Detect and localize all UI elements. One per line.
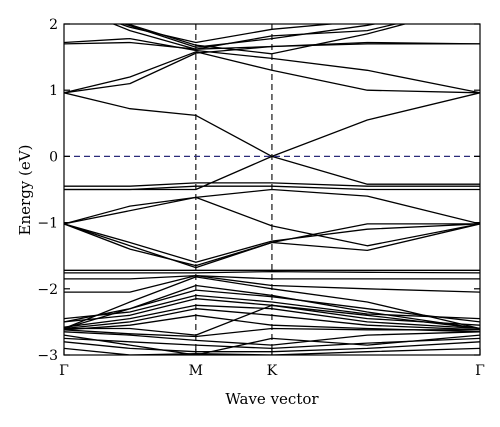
- x-tick-label: M: [189, 363, 203, 379]
- y-axis-ticks: −3 −2 −1 0 1 2: [37, 17, 480, 364]
- band-line-15: [64, 223, 480, 267]
- band-line-21: [64, 274, 480, 293]
- band-line-19: [64, 270, 480, 274]
- x-axis-label: Wave vector: [225, 390, 319, 408]
- band-line-28: [64, 308, 480, 331]
- band-line-13: [64, 188, 480, 225]
- y-axis-label: Energy (eV): [16, 145, 34, 236]
- band-line-10: [64, 182, 480, 187]
- band-line-8: [125, 24, 408, 55]
- band-line-30: [64, 304, 480, 336]
- band-line-34: [64, 341, 480, 353]
- band-line-22: [64, 276, 480, 330]
- y-tick-label: −3: [37, 348, 58, 364]
- band-line-1: [64, 92, 480, 185]
- y-tick-label: 1: [49, 83, 58, 99]
- y-tick-label: 2: [49, 17, 58, 33]
- band-line-7: [118, 24, 338, 44]
- band-line-36: [64, 347, 480, 355]
- band-line-2: [64, 51, 480, 94]
- x-tick-label: Γ: [59, 363, 69, 379]
- x-tick-label: Γ: [475, 363, 485, 379]
- band-line-32: [64, 331, 480, 346]
- y-tick-label: 0: [49, 149, 58, 165]
- band-line-16: [64, 223, 480, 269]
- band-line-5: [64, 37, 480, 94]
- band-line-25: [64, 294, 480, 320]
- band-line-14: [64, 223, 480, 263]
- band-line-27: [64, 304, 480, 330]
- band-line-24: [64, 289, 480, 323]
- bands-layer: [64, 24, 480, 355]
- y-tick-label: −2: [37, 282, 58, 298]
- band-line-26: [64, 298, 480, 326]
- band-line-4: [64, 41, 480, 50]
- band-line-31: [64, 327, 480, 338]
- y-tick-label: −1: [37, 216, 58, 232]
- band-line-20: [64, 274, 480, 280]
- band-line-35: [64, 334, 480, 355]
- symmetry-lines: [195, 24, 273, 355]
- x-tick-label: K: [267, 363, 278, 379]
